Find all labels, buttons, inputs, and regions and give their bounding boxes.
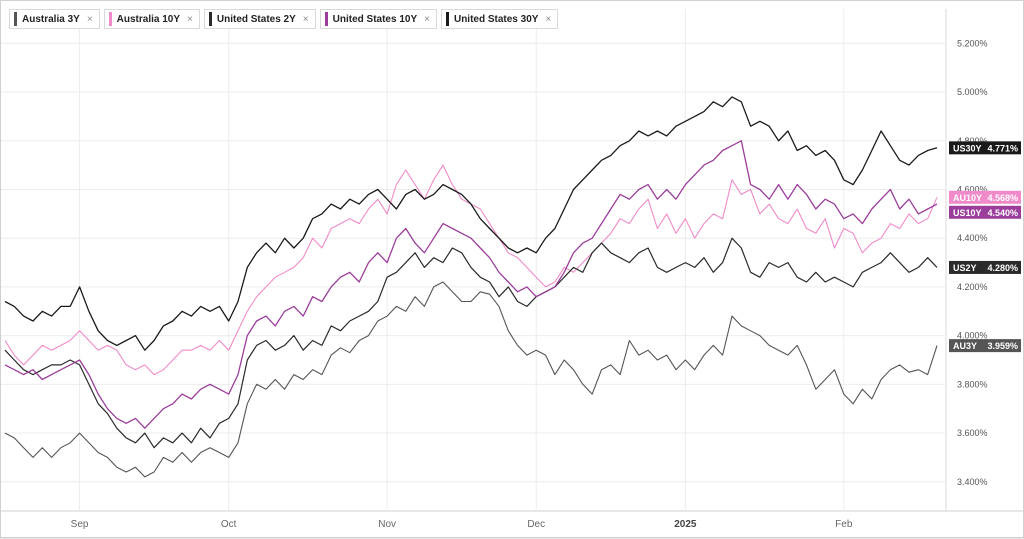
y-tick-label: 3.800% (957, 379, 988, 389)
last-value-series: US2Y (953, 263, 977, 273)
y-tick-label: 5.000% (957, 87, 988, 97)
last-value-series: AU3Y (953, 341, 977, 351)
legend-chip[interactable]: United States 10Y × (319, 9, 437, 29)
legend-label: Australia 10Y (116, 13, 181, 25)
x-tick-label: Sep (71, 519, 89, 530)
y-tick-label: 5.200% (957, 38, 988, 48)
legend-swatch (14, 12, 17, 26)
series-line (4, 237, 938, 449)
last-value-tag (949, 190, 1021, 204)
close-icon[interactable]: × (187, 13, 193, 25)
series-line (4, 96, 938, 351)
x-tick-label: Oct (221, 519, 237, 530)
close-icon[interactable]: × (424, 13, 430, 25)
last-value-tag (949, 141, 1021, 155)
legend-label: United States 30Y (453, 13, 539, 25)
legend-swatch (108, 12, 112, 26)
close-icon[interactable]: × (302, 13, 309, 25)
last-value-tag (949, 205, 1021, 219)
legend-chip[interactable]: Australia 10Y × (103, 9, 200, 29)
y-tick-label: 4.000% (957, 331, 988, 341)
last-value-label: 4.771% (987, 143, 1018, 153)
legend-label: Australia 3Y (22, 13, 80, 25)
legend-swatch (208, 12, 212, 26)
legend-chip[interactable]: United States 2Y × (203, 9, 316, 29)
legend-swatch (445, 12, 449, 26)
legend: Australia 3Y × Australia 10Y × United States… (9, 9, 559, 29)
series-line (4, 281, 938, 478)
series-line (4, 164, 938, 376)
last-value-label: 4.280% (987, 263, 1018, 273)
last-value-series: AU10Y (953, 193, 982, 203)
close-icon[interactable]: × (545, 13, 552, 25)
legend-chip[interactable]: United States 30Y × (440, 9, 559, 29)
x-tick-label: Dec (527, 519, 545, 530)
y-tick-label: 3.400% (957, 477, 988, 487)
last-value-tag (949, 260, 1021, 274)
legend-swatch (324, 12, 328, 26)
close-icon[interactable]: × (86, 13, 93, 25)
last-value-series: US30Y (953, 143, 982, 153)
series-line (4, 140, 938, 429)
y-tick-label: 4.200% (957, 282, 988, 292)
x-tick-label: 2025 (674, 519, 697, 530)
legend-label: United States 10Y (332, 13, 418, 25)
legend-label: United States 2Y (216, 13, 296, 25)
last-value-label: 4.568% (987, 193, 1018, 203)
y-tick-label: 4.400% (957, 233, 988, 243)
y-tick-label: 4.600% (957, 184, 988, 194)
y-tick-label: 3.600% (957, 428, 988, 438)
x-tick-label: Nov (378, 519, 396, 530)
last-value-series: US10Y (953, 208, 982, 218)
legend-chip[interactable]: Australia 3Y × (9, 9, 100, 29)
last-value-tag (949, 339, 1021, 353)
x-tick-label: Feb (835, 519, 853, 530)
last-value-label: 3.959% (987, 341, 1018, 351)
last-value-label: 4.540% (987, 208, 1018, 218)
y-tick-label: 4.800% (957, 136, 988, 146)
